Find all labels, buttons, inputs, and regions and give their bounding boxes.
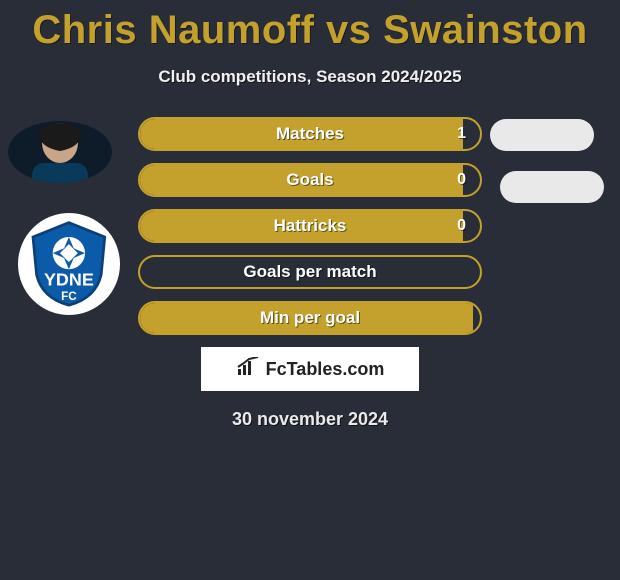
opponent-pill	[490, 119, 594, 151]
stat-value: 1	[457, 119, 466, 149]
stat-label: Matches	[140, 119, 480, 149]
stat-label: Goals per match	[140, 257, 480, 287]
stat-label: Goals	[140, 165, 480, 195]
date-text: 30 november 2024	[0, 409, 620, 430]
stat-value: 0	[457, 165, 466, 195]
stat-label: Hattricks	[140, 211, 480, 241]
chart-icon	[236, 357, 260, 382]
svg-text:FC: FC	[61, 290, 77, 303]
subtitle: Club competitions, Season 2024/2025	[0, 67, 620, 87]
branding-badge[interactable]: FcTables.com	[201, 347, 419, 391]
stat-value: 0	[457, 211, 466, 241]
page-title: Chris Naumoff vs Swainston	[0, 0, 620, 53]
stat-row-goals: Goals 0	[138, 163, 482, 197]
branding-text: FcTables.com	[266, 359, 385, 380]
stat-row-goals-per-match: Goals per match	[138, 255, 482, 289]
player-avatar	[8, 121, 112, 183]
stat-row-matches: Matches 1	[138, 117, 482, 151]
opponent-pill	[500, 171, 604, 203]
stat-row-hattricks: Hattricks 0	[138, 209, 482, 243]
svg-text:YDNE: YDNE	[44, 270, 94, 290]
stat-rows: Matches 1 Goals 0 Hattricks 0 Goals per …	[138, 117, 482, 335]
stat-row-min-per-goal: Min per goal	[138, 301, 482, 335]
comparison-content: YDNE FC Matches 1 Goals 0 Hattricks 0 Go…	[0, 117, 620, 335]
stat-label: Min per goal	[140, 303, 480, 333]
club-badge: YDNE FC	[18, 213, 120, 315]
